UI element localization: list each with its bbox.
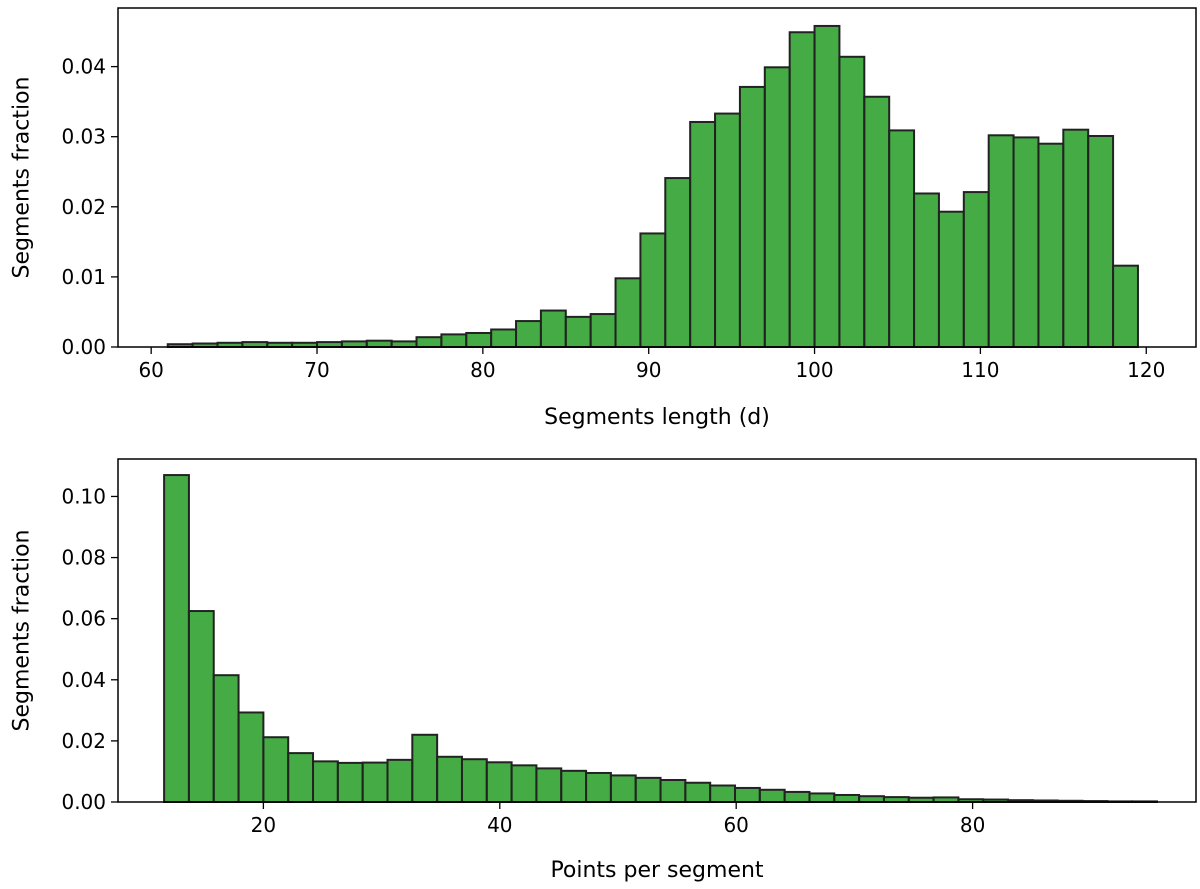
length-bar-36 [1062, 128, 1090, 348]
points-bar-19 [634, 776, 662, 803]
length-histogram-panel: 60 70 80 90 100 110 120 0.00 0.01 0.02 0.03 0.04 S… [10, 7, 1197, 430]
length-bar-29 [888, 129, 916, 348]
points-y-axis-label: Segments fraction [10, 530, 35, 732]
points-x-tick-label-0: 20 [251, 813, 276, 837]
points-bar-1 [187, 610, 215, 803]
points-bar-3 [237, 711, 265, 803]
points-bar-26 [808, 792, 836, 804]
points-bar-18 [609, 774, 637, 803]
points-bar-0 [163, 474, 190, 803]
points-bar-16 [560, 769, 588, 804]
length-bar-32 [962, 191, 990, 348]
length-x-axis-label: Segments length (d) [544, 405, 770, 430]
length-bar-35 [1037, 142, 1065, 348]
length-plot-frame [117, 7, 1197, 348]
points-y-tick-label-0: 0.00 [61, 790, 106, 814]
points-x-tick-label-2: 60 [723, 813, 748, 837]
length-bar-22 [714, 112, 741, 348]
length-bar-25 [788, 31, 816, 348]
length-bar-16 [564, 315, 592, 348]
points-bar-22 [709, 784, 737, 803]
length-bar-9 [390, 340, 418, 349]
points-bar-7 [336, 761, 364, 804]
points-bar-24 [758, 788, 786, 804]
length-x-tick-label-0: 60 [138, 358, 163, 382]
points-bar-15 [535, 767, 563, 804]
length-y-tick-label-1: 0.01 [61, 265, 106, 289]
points-x-axis-label: Points per segment [550, 858, 763, 883]
length-bar-10 [415, 336, 443, 349]
length-bar-8 [365, 339, 393, 349]
points-bar-12 [460, 758, 488, 803]
points-bar-14 [510, 764, 538, 804]
length-bar-37 [1087, 135, 1115, 348]
length-bar-21 [689, 120, 717, 349]
points-y-axis-ticks: 0.00 0.02 0.04 0.06 0.08 0.10 [61, 484, 118, 814]
points-y-tick-label-3: 0.06 [61, 607, 106, 631]
length-x-tick-label-5: 110 [961, 358, 999, 382]
length-bar-7 [340, 340, 368, 349]
length-y-tick-label-3: 0.03 [61, 125, 106, 149]
points-bar-4 [262, 736, 290, 803]
length-y-axis-ticks: 0.00 0.01 0.02 0.03 0.04 [61, 55, 118, 359]
points-bar-10 [411, 733, 439, 804]
length-y-tick-label-4: 0.04 [61, 55, 106, 79]
points-x-tick-label-1: 40 [487, 813, 512, 837]
length-bar-33 [987, 134, 1015, 348]
points-bar-8 [361, 761, 389, 804]
points-plot-frame [117, 458, 1197, 803]
length-x-tick-label-1: 70 [304, 358, 329, 382]
length-bar-11 [440, 333, 468, 349]
points-bar-20 [659, 779, 687, 803]
length-bar-15 [539, 309, 567, 348]
length-bar-30 [913, 192, 940, 348]
length-x-tick-label-6: 120 [1127, 358, 1165, 382]
length-bar-28 [863, 95, 891, 348]
length-x-axis-ticks: 60 70 80 90 100 110 120 [138, 347, 1165, 382]
length-x-tick-label-2: 80 [470, 358, 495, 382]
points-y-tick-label-4: 0.08 [61, 546, 106, 570]
points-histogram-bars [163, 474, 1158, 804]
length-bar-14 [515, 320, 542, 348]
length-bar-26 [813, 24, 841, 348]
points-bar-9 [386, 758, 414, 804]
points-y-tick-label-1: 0.02 [61, 729, 106, 753]
points-bar-27 [833, 793, 861, 803]
points-bar-28 [858, 795, 885, 804]
length-y-axis-label: Segments fraction [10, 77, 35, 279]
length-bar-27 [838, 55, 866, 348]
points-y-tick-label-5: 0.10 [61, 484, 106, 508]
length-x-tick-label-3: 90 [636, 358, 661, 382]
length-bar-18 [614, 277, 642, 348]
points-bar-13 [485, 761, 513, 804]
points-bar-5 [287, 752, 315, 803]
points-bar-2 [212, 674, 240, 804]
length-bar-23 [738, 85, 766, 349]
points-bar-23 [734, 786, 761, 804]
length-x-tick-label-4: 100 [795, 358, 833, 382]
points-bar-25 [783, 790, 811, 803]
length-bar-13 [490, 328, 518, 349]
points-bar-21 [684, 781, 712, 803]
length-bar-19 [639, 232, 667, 348]
length-bar-20 [664, 177, 692, 348]
length-bar-31 [937, 210, 965, 348]
length-bar-34 [1012, 136, 1040, 348]
length-bar-38 [1112, 264, 1139, 348]
length-bar-17 [589, 313, 617, 348]
points-histogram-panel: 20 40 60 80 0.00 0.02 0.04 0.06 0.08 0.10 Points… [10, 458, 1197, 883]
points-x-tick-label-3: 80 [960, 813, 985, 837]
points-bar-6 [312, 760, 339, 803]
length-y-tick-label-0: 0.00 [61, 335, 106, 359]
points-x-axis-ticks: 20 40 60 80 [251, 802, 985, 837]
points-bar-17 [585, 771, 612, 803]
length-y-tick-label-2: 0.02 [61, 195, 106, 219]
points-bar-11 [436, 755, 463, 804]
length-bar-12 [465, 331, 493, 349]
points-y-tick-label-2: 0.04 [61, 668, 106, 692]
length-bar-24 [763, 66, 791, 349]
length-histogram-bars [166, 24, 1139, 349]
